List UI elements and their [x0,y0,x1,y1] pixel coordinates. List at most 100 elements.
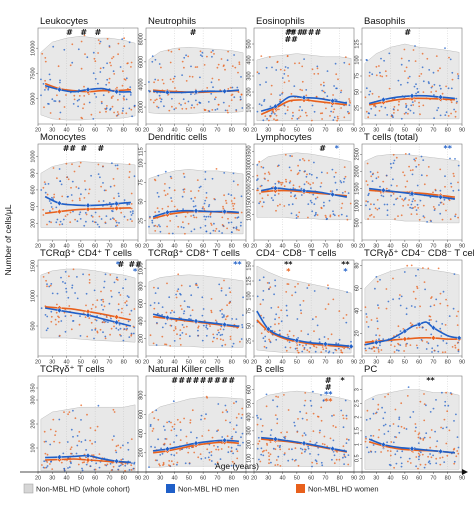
donor-point [110,97,113,99]
donor-point [329,215,332,218]
donor-point [90,214,93,217]
donor-point [304,450,306,453]
donor-point [397,425,400,428]
donor-point [266,118,268,120]
donor-point [336,119,338,122]
donor-point [296,118,299,120]
donor-point [334,181,337,184]
donor-point [78,431,81,433]
donor-point [439,212,442,215]
donor-point [51,292,54,295]
donor-point [111,57,113,60]
donor-point [102,300,105,303]
donor-point [274,194,276,197]
donor-point [214,98,216,101]
donor-point [236,86,239,89]
donor-point [76,99,79,102]
donor-point [414,423,417,425]
y-tick-label: 1500 [31,260,37,272]
donor-point [305,344,307,346]
donor-point [223,64,225,67]
donor-point [417,91,420,93]
x-tick-label: 30 [373,244,379,250]
donor-point [122,97,125,99]
donor-point [268,119,270,122]
donor-point [401,450,404,453]
donor-point [382,180,385,183]
donor-point [275,313,278,316]
donor-point [162,82,165,85]
donor-point [92,72,95,75]
donor-point [181,324,184,326]
donor-point [42,186,45,189]
donor-point [281,77,284,79]
donor-point [278,329,281,332]
donor-point [268,462,270,465]
cohort-band [256,390,352,467]
donor-point [124,278,127,281]
donor-point [175,107,177,109]
donor-point [265,66,268,69]
donor-point [430,91,433,93]
donor-point [311,210,314,213]
y-tick-label: 1.5 [355,427,361,435]
donor-point [457,75,460,77]
donor-point [316,196,319,199]
donor-point [443,198,446,201]
donor-point [80,193,82,196]
donor-point [313,203,316,206]
donor-point [44,183,47,186]
donor-point [161,314,164,316]
donor-point [237,71,239,74]
donor-point [70,452,72,455]
donor-point [129,86,132,88]
x-tick-label: 30 [157,244,163,250]
donor-point [215,321,218,323]
donor-point [414,306,416,308]
donor-point [210,92,213,95]
donor-point [92,118,95,120]
significance-mark: ## [284,35,298,44]
donor-point [181,332,184,334]
donor-point [129,218,132,221]
men-median-marker [438,94,444,101]
donor-point [106,62,108,65]
significance-mark: ** [444,144,453,153]
donor-point [304,392,307,394]
donor-point [203,417,206,420]
donor-point [321,464,324,467]
donor-point [295,214,298,217]
donor-point [210,454,213,457]
donor-point [316,462,318,465]
donor-point [423,419,426,422]
donor-point [94,441,97,443]
donor-point [94,468,97,471]
donor-point [95,96,98,98]
donor-point [439,457,441,459]
donor-point [450,87,453,90]
donor-point [284,346,287,349]
donor-point [448,199,451,202]
donor-point [44,60,47,63]
y-tick-label: 400 [247,413,253,422]
donor-point [188,462,191,465]
donor-point [102,298,104,301]
donor-point [262,166,265,169]
men-median-marker [456,335,462,341]
donor-point [313,290,316,292]
donor-point [405,103,407,105]
donor-point [381,75,384,78]
donor-point [60,276,62,279]
men-median-marker [301,440,307,447]
donor-point [122,287,124,290]
donor-point [257,189,259,192]
donor-point [265,449,268,452]
donor-point [365,313,368,315]
donor-point [379,185,381,188]
donor-point [111,210,113,212]
donor-point [258,440,261,443]
donor-point [151,55,154,58]
